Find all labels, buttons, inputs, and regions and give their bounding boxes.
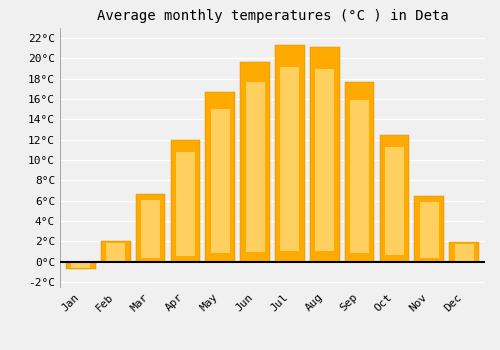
Bar bbox=[275, 45, 304, 261]
Bar bbox=[206, 92, 235, 261]
Bar bbox=[385, 147, 404, 255]
Bar bbox=[310, 47, 340, 261]
Bar bbox=[72, 262, 90, 268]
Bar bbox=[101, 241, 130, 261]
Bar bbox=[176, 152, 195, 256]
Bar bbox=[414, 196, 444, 261]
Bar bbox=[345, 82, 374, 261]
Bar bbox=[170, 140, 200, 261]
Bar bbox=[420, 202, 439, 258]
Bar bbox=[454, 244, 473, 261]
Bar bbox=[246, 82, 264, 252]
Bar bbox=[66, 261, 96, 269]
Bar bbox=[380, 135, 409, 261]
Bar bbox=[450, 242, 479, 261]
Bar bbox=[141, 200, 160, 258]
Bar bbox=[350, 100, 369, 253]
Bar bbox=[280, 67, 299, 251]
Bar bbox=[315, 69, 334, 251]
Bar bbox=[106, 243, 126, 261]
Bar bbox=[240, 62, 270, 261]
Bar bbox=[136, 194, 166, 261]
Bar bbox=[210, 109, 230, 253]
Title: Average monthly temperatures (°C ) in Deta: Average monthly temperatures (°C ) in De… bbox=[96, 9, 448, 23]
